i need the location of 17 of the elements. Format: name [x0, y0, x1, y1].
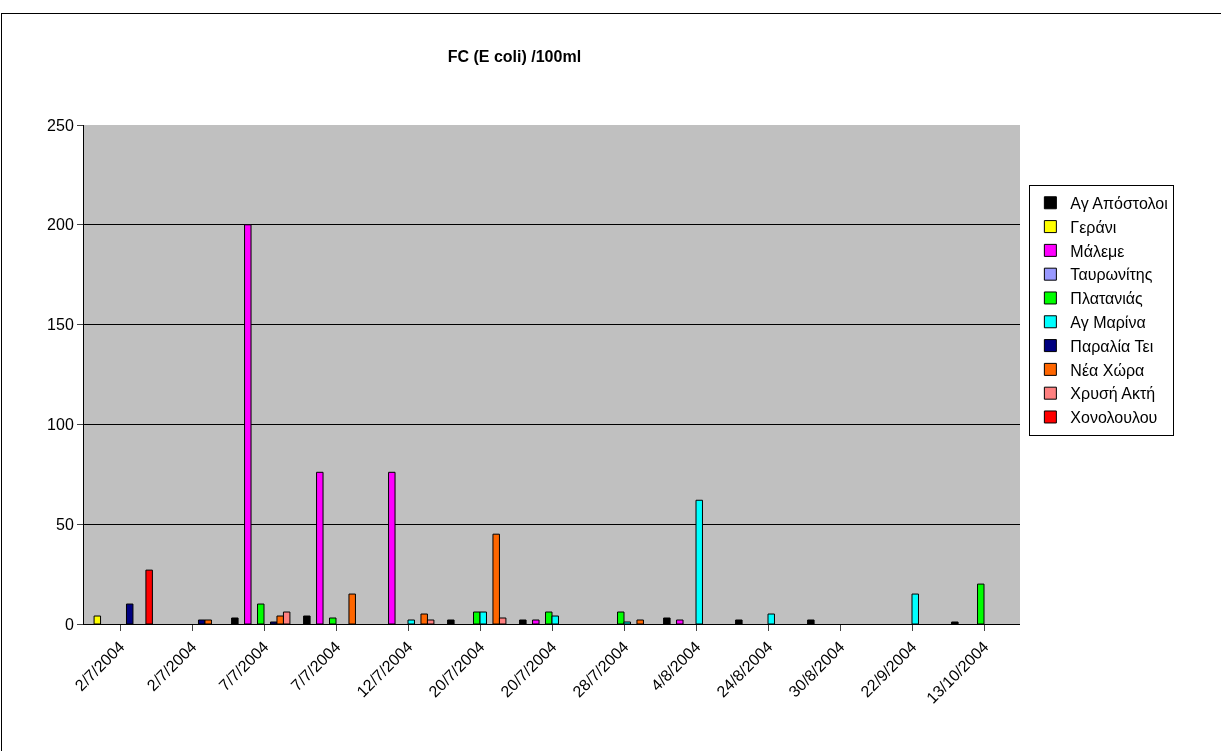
legend-label: Αγ Μαρίνα — [1070, 314, 1146, 332]
legend-label: Γεράνι — [1070, 218, 1117, 236]
legend-label: Χρυσή Ακτή — [1070, 385, 1156, 403]
legend-label: Χονολουλου — [1070, 409, 1158, 427]
legend-label: Αγ Απόστολοι — [1070, 195, 1169, 213]
legend-label: Πλατανιάς — [1070, 290, 1144, 308]
y-tick-label: 100 — [47, 416, 74, 433]
y-tick-label: 0 — [64, 615, 74, 633]
legend-label: Μάλεμε — [1070, 242, 1125, 260]
y-tick-label: 200 — [47, 216, 74, 234]
legend-label: Παραλία Τει — [1070, 337, 1154, 355]
y-tick-label: 250 — [47, 116, 74, 134]
y-tick-label: 150 — [47, 316, 74, 334]
legend-label: Ταυρωνίτης — [1070, 266, 1153, 284]
y-tick-label: 50 — [56, 515, 74, 533]
legend-label: Νέα Χώρα — [1070, 361, 1145, 379]
chart-title: FC (E coli) /100ml — [447, 48, 582, 66]
